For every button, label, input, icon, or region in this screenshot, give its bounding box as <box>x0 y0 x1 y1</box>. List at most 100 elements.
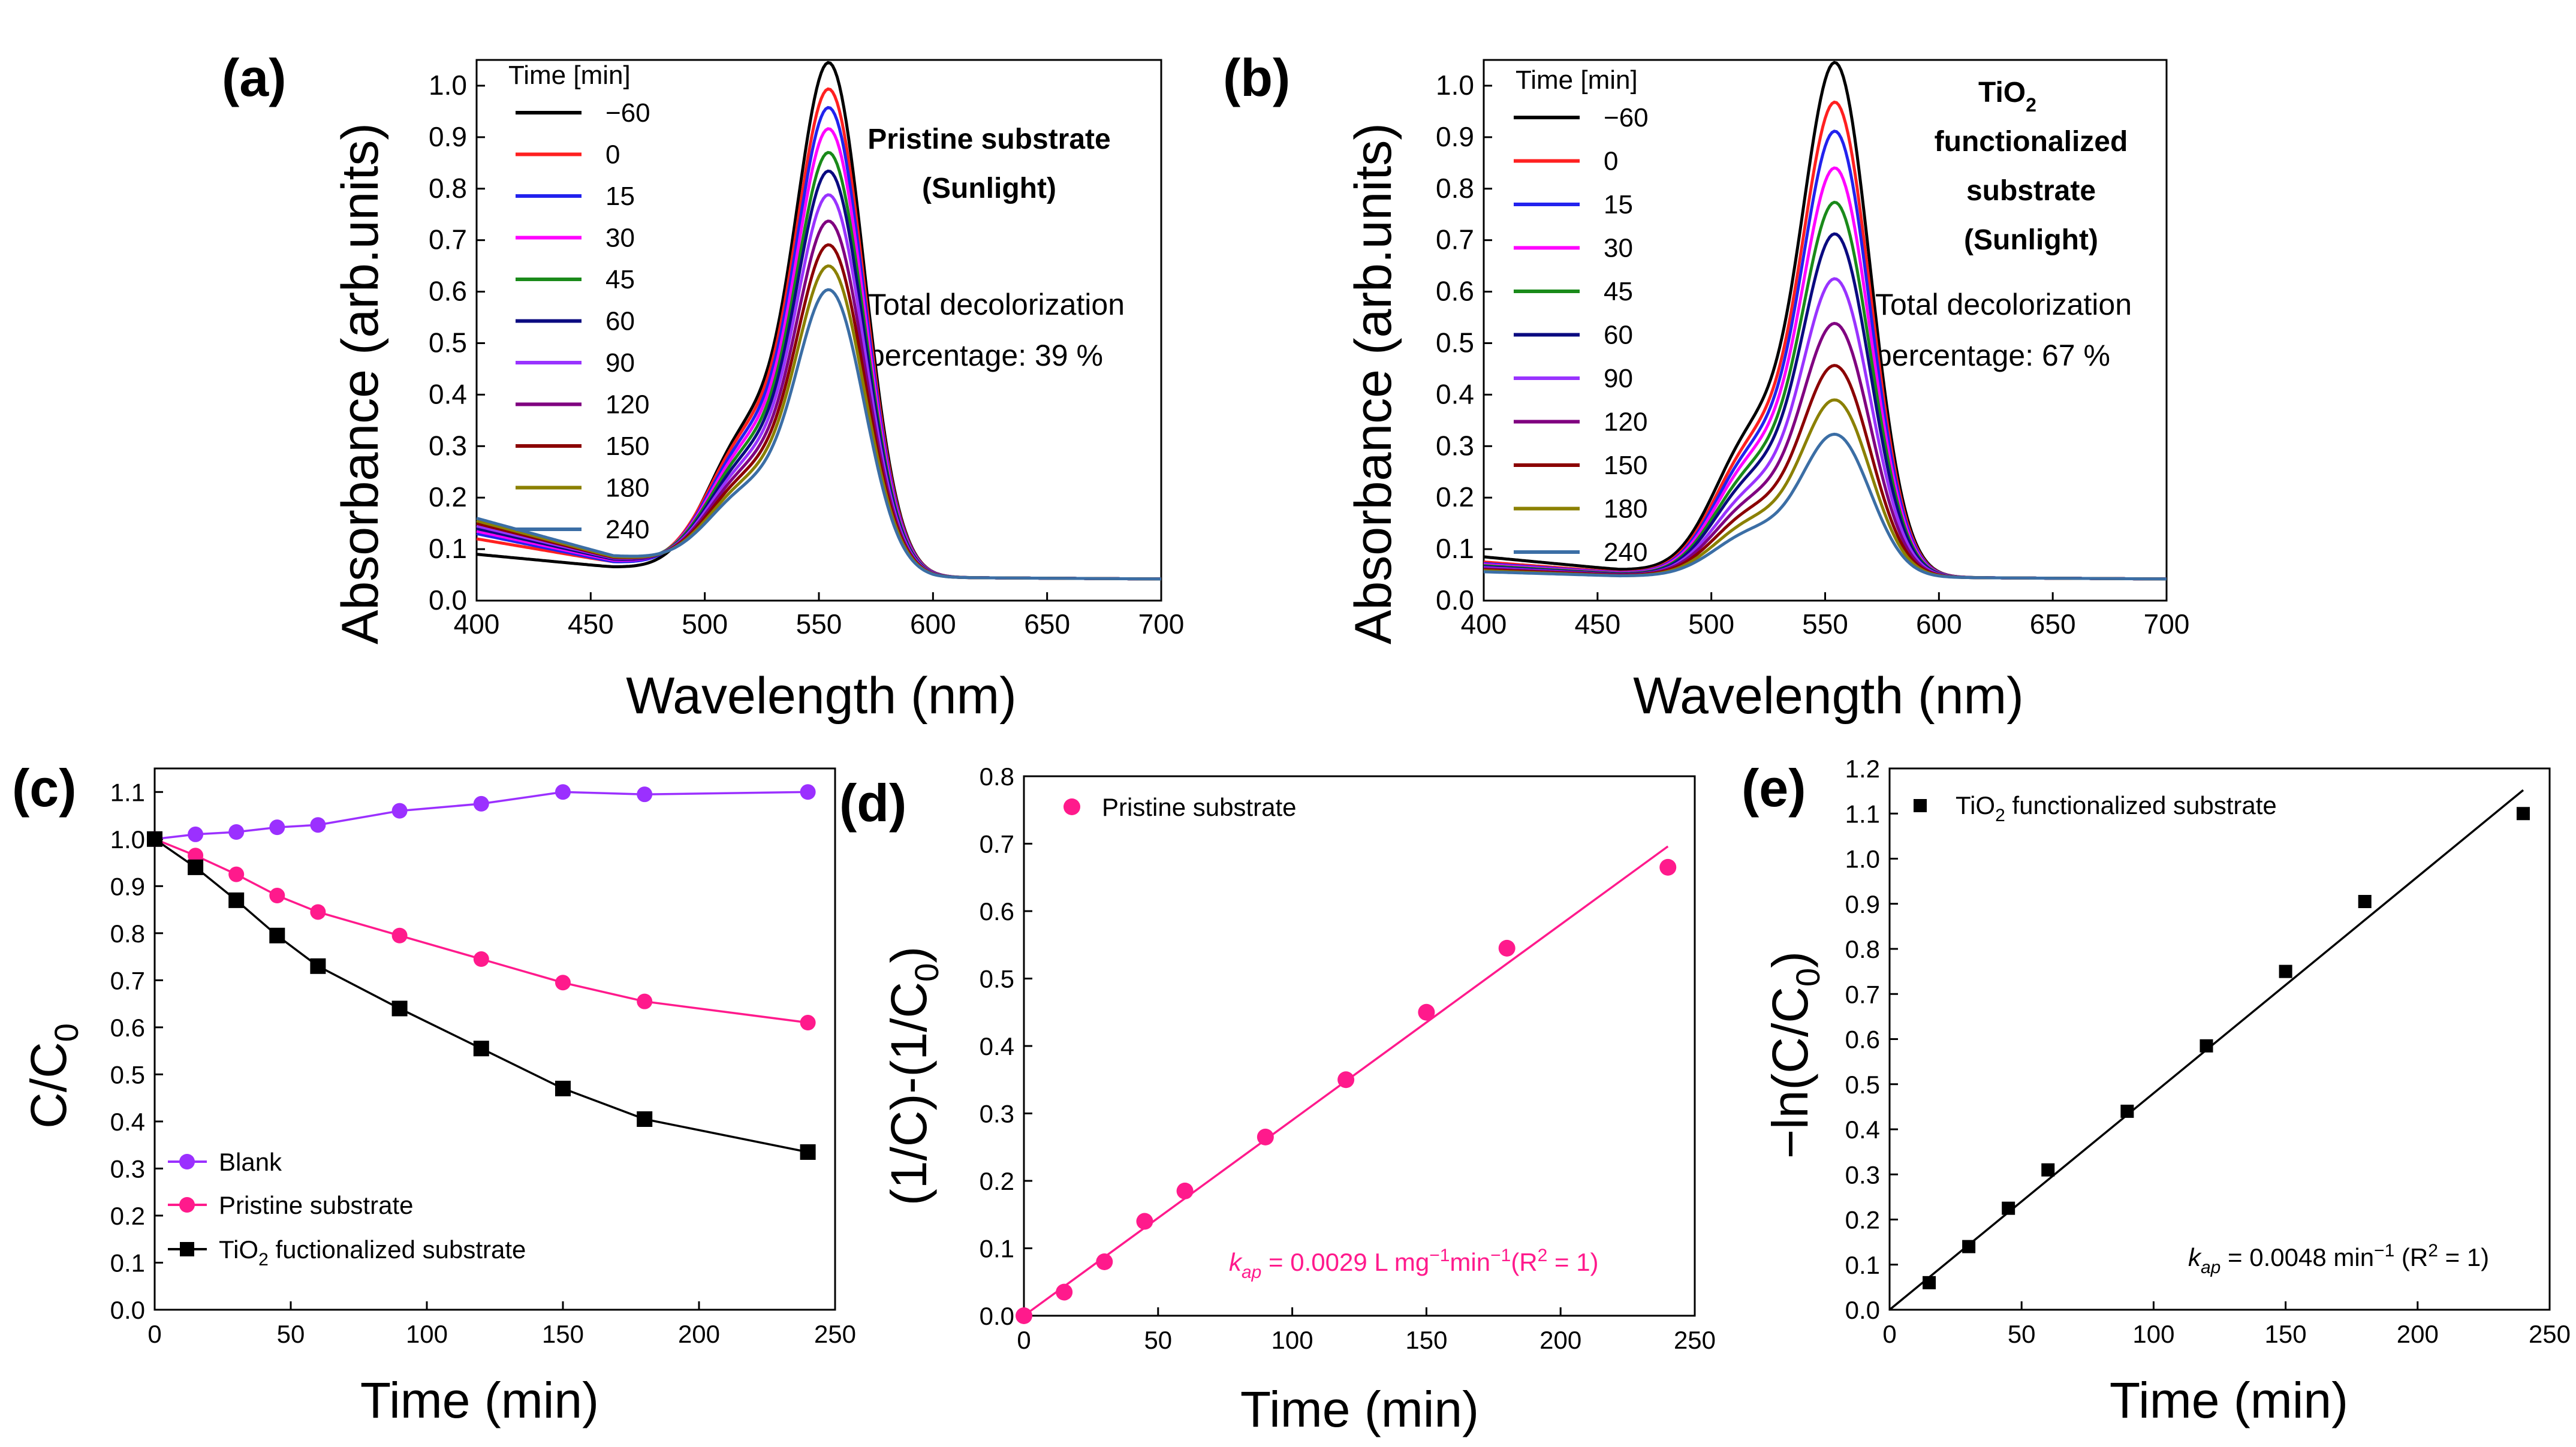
panel-d-ytick-label-1: 0.1 <box>980 1235 1014 1263</box>
panel-b-ytick-label-3: 0.3 <box>1436 430 1474 461</box>
panel-c-series-1-point-8 <box>637 993 653 1009</box>
panel-e-ytick-label-1: 0.1 <box>1845 1251 1880 1279</box>
panel-c-letter: (c) <box>12 758 77 818</box>
panel-b-note-tio-main: TiO <box>1978 77 2026 108</box>
panel-b-legend-label-1: 0 <box>1604 147 1618 176</box>
eq-d-sup1: −1 <box>1429 1246 1450 1265</box>
panel-e-point-2 <box>2002 1201 2015 1215</box>
panel-b-legend-label-7: 120 <box>1604 408 1647 437</box>
legend-c-pristine-label: Pristine substrate <box>219 1191 413 1219</box>
panel-b-note-3: substrate <box>1966 175 2096 207</box>
legend-c-blank-marker <box>179 1154 195 1169</box>
panel-d-point-7 <box>1418 1003 1435 1021</box>
panel-c-frame <box>153 767 836 1311</box>
panel-e-ytick-label-10: 1.0 <box>1845 845 1880 873</box>
panel-a-ytick-label-2: 0.2 <box>429 481 467 513</box>
panel-a-ytick-label-3: 0.3 <box>429 430 467 461</box>
panel-d-ytick-label-2: 0.2 <box>980 1167 1014 1195</box>
panel-c-series-0-point-6 <box>473 795 489 812</box>
eq-d-k: k <box>1229 1248 1243 1276</box>
panel-b-note-5: Total decolorization <box>1875 288 2132 321</box>
panel-b-ytick-label-7: 0.7 <box>1436 224 1474 255</box>
panel-d-point-9 <box>1659 858 1677 876</box>
panel-c-series-2-point-1 <box>188 859 204 875</box>
panel-c-ylabel: C/C0 <box>20 1023 85 1129</box>
panel-b-ytick-label-0: 0.0 <box>1436 584 1474 616</box>
panel-c-series-0-point-8 <box>637 786 653 803</box>
panel-c-xtick-label-4: 200 <box>678 1320 720 1348</box>
panel-b-xlabel: Wavelength (nm) <box>1633 667 2024 725</box>
eq-d-sup2: −1 <box>1490 1246 1511 1265</box>
panel-b-ytick-label-4: 0.4 <box>1436 378 1474 409</box>
legend-c-tio2-main: TiO <box>219 1235 258 1264</box>
panel-a-note-2: (Sunlight) <box>922 173 1056 204</box>
panel-c-series-0-point-1 <box>188 826 204 842</box>
panel-c-ytick-label-11: 1.1 <box>110 778 145 806</box>
panel-c-xtick-label-3: 150 <box>542 1320 584 1348</box>
panel-c-ylabel-main: C/C <box>20 1042 77 1129</box>
panel-c-series-2-point-6 <box>473 1041 489 1057</box>
panel-e-point-6 <box>2279 964 2292 978</box>
panel-c-ytick-label-3: 0.3 <box>110 1154 145 1183</box>
legend-c-tio2-rest: fuctionalized substrate <box>269 1235 526 1264</box>
eq-e-sub: ap <box>2201 1258 2221 1277</box>
panel-b-xtick-label-2: 500 <box>1688 608 1734 640</box>
panel-b-note-6: percentage: 67 % <box>1875 339 2110 372</box>
panel-a-xtick-label-5: 650 <box>1024 608 1070 640</box>
panel-c-ytick-label-8: 0.8 <box>110 920 145 948</box>
eq-e-text: = 0.0048 min <box>2221 1243 2374 1271</box>
panel-c-series-1-point-1 <box>188 848 204 864</box>
panel-a-series-1 <box>476 87 1161 581</box>
panel-c-series-2-point-0 <box>147 831 162 847</box>
eq-d-sub: ap <box>1242 1262 1261 1282</box>
panel-e-ytick-label-2: 0.2 <box>1845 1206 1880 1234</box>
legend-c-pristine-marker <box>179 1197 195 1213</box>
panel-b-note-4: (Sunlight) <box>1964 224 2098 256</box>
panel-d-point-8 <box>1498 939 1516 957</box>
panel-d-ytick-label-6: 0.6 <box>980 897 1014 926</box>
panel-c-series-2-point-5 <box>391 1000 408 1017</box>
panel-a-xtick-label-2: 500 <box>682 608 728 640</box>
panel-b-xtick-label-6: 700 <box>2144 608 2190 640</box>
panel-a-legend-label-0: −60 <box>605 98 650 128</box>
panel-b-ytick-label-10: 1.0 <box>1436 70 1474 101</box>
eq-e-sup3: 2 <box>2428 1241 2438 1261</box>
panel-e-ylabel-main: −ln(C/C <box>1762 987 1818 1159</box>
panel-c-xtick-label-5: 250 <box>814 1320 856 1348</box>
panel-a-note-1: Pristine substrate <box>867 123 1110 155</box>
panel-d-ylabel-main: (1/C)-(1/C <box>881 982 937 1205</box>
panel-d-point-2 <box>1096 1253 1113 1270</box>
panel-b-letter: (b) <box>1223 48 1290 107</box>
panel-e-letter: (e) <box>1742 758 1806 818</box>
panel-a-ytick-label-4: 0.4 <box>429 378 467 409</box>
panel-d-equation: kap = 0.0029 L mg−1min−1(R2 = 1) <box>1229 1246 1599 1282</box>
panel-b-note-2: functionalized <box>1935 126 2128 158</box>
panel-a-legend-label-9: 180 <box>605 474 649 503</box>
legend-c-tio2-marker <box>180 1242 194 1256</box>
panel-c-series-0-line <box>154 791 808 840</box>
legend-d-label: Pristine substrate <box>1102 793 1296 821</box>
panel-b-xtick-label-1: 450 <box>1574 608 1620 640</box>
eq-e-end: = 1) <box>2438 1243 2489 1271</box>
panel-a-legend-label-6: 90 <box>605 348 635 378</box>
panel-a-ytick-label-10: 1.0 <box>429 70 467 101</box>
eq-d-text: = 0.0029 L mg <box>1261 1248 1429 1276</box>
panel-d-point-3 <box>1136 1213 1153 1230</box>
panel-a-legend-label-7: 120 <box>605 390 649 420</box>
panel-c: (c) C/C0 Time (min) Blank Pristine subst… <box>12 758 856 1428</box>
panel-c-ytick-label-2: 0.2 <box>110 1202 145 1230</box>
panel-b-note-tio-sub: 2 <box>2026 94 2036 116</box>
panel-a-legend-label-4: 45 <box>605 265 635 294</box>
panel-d-ytick-label-5: 0.5 <box>980 965 1014 993</box>
panel-d-xlabel: Time (min) <box>1240 1381 1479 1437</box>
panel-e: (e) −ln(C/C0) Time (min) TiO2 functional… <box>1742 755 2571 1428</box>
panel-b: (b) Absorbance (arb.units) Wavelength (n… <box>1223 48 2189 725</box>
panel-d-ytick-label-0: 0.0 <box>980 1302 1014 1330</box>
panel-c-series-1-point-3 <box>269 888 285 904</box>
panel-b-xtick-label-5: 650 <box>2030 608 2076 640</box>
panel-b-legend-label-2: 15 <box>1604 190 1633 219</box>
panel-b-legend-label-5: 60 <box>1604 321 1633 350</box>
panel-a-ytick-label-9: 0.9 <box>429 121 467 152</box>
panel-d-xtick-label-2: 100 <box>1272 1326 1313 1354</box>
legend-e-sub: 2 <box>1995 806 2005 825</box>
